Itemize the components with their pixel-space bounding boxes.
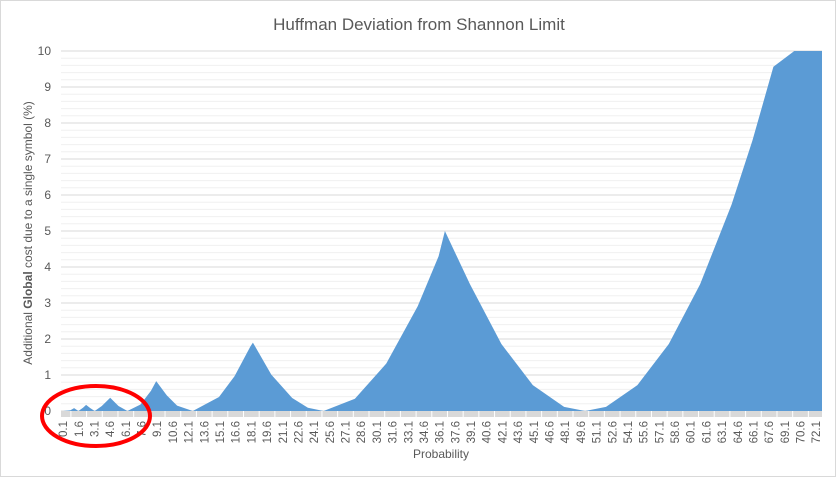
x-tick-label: 39.1 bbox=[466, 421, 478, 443]
x-axis-ticks: 0.1 1.6 3.1 4.6 6.1 7.6 9.1 10.6 12.1 13.6 15.1 16.… bbox=[58, 411, 825, 443]
x-tick-label: 54.1 bbox=[623, 421, 635, 443]
x-tick-label: 16.6 bbox=[231, 421, 243, 443]
x-tick-label: 52.6 bbox=[607, 421, 619, 443]
x-tick-label: 9.1 bbox=[152, 421, 164, 437]
x-tick-label: 10.6 bbox=[168, 421, 180, 443]
y-tick-label: 2 bbox=[44, 332, 51, 346]
y-tick-label: 7 bbox=[44, 152, 51, 166]
x-axis-title: Probability bbox=[413, 447, 469, 461]
x-tick-label: 27.1 bbox=[341, 421, 353, 443]
y-axis-ticks: 0 1 2 3 4 5 6 7 8 9 10 bbox=[38, 44, 52, 418]
x-tick-label: 69.1 bbox=[780, 421, 792, 443]
y-tick-label: 8 bbox=[44, 116, 51, 130]
x-tick-label: 3.1 bbox=[89, 421, 101, 437]
x-tick-label: 19.6 bbox=[262, 421, 274, 443]
x-tick-label: 33.1 bbox=[403, 421, 415, 443]
x-tick-label: 55.6 bbox=[639, 421, 651, 443]
x-tick-label: 37.6 bbox=[450, 421, 462, 443]
x-tick-label: 45.1 bbox=[529, 421, 541, 443]
x-tick-label: 66.1 bbox=[748, 421, 760, 443]
x-tick-label: 13.6 bbox=[199, 421, 211, 443]
x-tick-label: 0.1 bbox=[58, 421, 70, 437]
area-series bbox=[63, 51, 822, 411]
y-tick-label: 5 bbox=[44, 224, 51, 238]
x-tick-label: 1.6 bbox=[74, 421, 86, 437]
x-tick-label: 36.1 bbox=[435, 421, 447, 443]
x-tick-label: 51.1 bbox=[592, 421, 604, 443]
x-tick-label: 46.6 bbox=[545, 421, 557, 443]
y-axis-title-bold: Global bbox=[21, 271, 35, 308]
x-tick-label: 70.6 bbox=[796, 421, 808, 443]
x-tick-label: 4.6 bbox=[105, 421, 117, 437]
x-tick-label: 30.1 bbox=[372, 421, 384, 443]
y-tick-label: 10 bbox=[38, 44, 52, 58]
y-axis-title-part: cost due to a single symbol (%) bbox=[21, 101, 35, 271]
x-tick-label: 63.1 bbox=[717, 421, 729, 443]
x-tick-label: 58.6 bbox=[670, 421, 682, 443]
x-tick-label: 21.1 bbox=[278, 421, 290, 443]
x-tick-label: 61.6 bbox=[701, 421, 713, 443]
x-tick-label: 25.6 bbox=[325, 421, 337, 443]
y-tick-label: 9 bbox=[44, 80, 51, 94]
highlight-ellipse bbox=[40, 384, 152, 448]
x-tick-label: 42.1 bbox=[497, 421, 509, 443]
y-axis-title: Additional Global cost due to a single s… bbox=[21, 101, 35, 364]
x-tick-label: 6.1 bbox=[121, 421, 133, 437]
x-tick-label: 31.6 bbox=[388, 421, 400, 443]
x-tick-label: 15.1 bbox=[215, 421, 227, 443]
x-tick-label: 49.6 bbox=[576, 421, 588, 443]
y-tick-label: 3 bbox=[44, 296, 51, 310]
x-axis bbox=[61, 411, 822, 417]
x-tick-label: 60.1 bbox=[686, 421, 698, 443]
x-tick-label: 34.6 bbox=[419, 421, 431, 443]
x-tick-label: 24.1 bbox=[309, 421, 321, 443]
y-tick-label: 4 bbox=[44, 260, 51, 274]
y-tick-label: 0 bbox=[44, 404, 51, 418]
x-tick-label: 57.1 bbox=[654, 421, 666, 443]
x-tick-label: 72.1 bbox=[811, 421, 823, 443]
x-tick-label: 64.6 bbox=[733, 421, 745, 443]
x-tick-label: 40.6 bbox=[482, 421, 494, 443]
x-tick-label: 28.6 bbox=[356, 421, 368, 443]
x-tick-label: 22.6 bbox=[293, 421, 305, 443]
chart-title: Huffman Deviation from Shannon Limit bbox=[273, 15, 565, 34]
x-tick-label: 12.1 bbox=[184, 421, 196, 443]
y-tick-label: 1 bbox=[44, 368, 51, 382]
y-tick-label: 6 bbox=[44, 188, 51, 202]
x-tick-label: 43.6 bbox=[513, 421, 525, 443]
x-tick-label: 67.6 bbox=[764, 421, 776, 443]
x-tick-label: 18.1 bbox=[246, 421, 258, 443]
x-tick-label: 48.1 bbox=[560, 421, 572, 443]
y-axis-title-part: Additional bbox=[21, 309, 35, 365]
